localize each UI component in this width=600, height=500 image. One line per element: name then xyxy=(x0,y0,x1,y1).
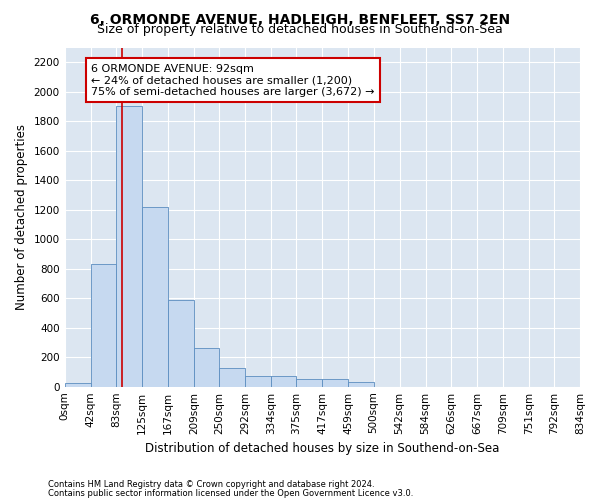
Bar xyxy=(322,378,348,386)
Text: Contains public sector information licensed under the Open Government Licence v3: Contains public sector information licen… xyxy=(48,489,413,498)
X-axis label: Distribution of detached houses by size in Southend-on-Sea: Distribution of detached houses by size … xyxy=(145,442,500,455)
Text: Size of property relative to detached houses in Southend-on-Sea: Size of property relative to detached ho… xyxy=(97,22,503,36)
Y-axis label: Number of detached properties: Number of detached properties xyxy=(15,124,28,310)
Bar xyxy=(168,300,194,386)
Bar xyxy=(116,106,142,386)
Bar xyxy=(194,348,219,387)
Text: Contains HM Land Registry data © Crown copyright and database right 2024.: Contains HM Land Registry data © Crown c… xyxy=(48,480,374,489)
Bar xyxy=(348,382,374,386)
Bar xyxy=(91,264,116,386)
Bar xyxy=(245,376,271,386)
Text: 6, ORMONDE AVENUE, HADLEIGH, BENFLEET, SS7 2EN: 6, ORMONDE AVENUE, HADLEIGH, BENFLEET, S… xyxy=(90,12,510,26)
Text: 6 ORMONDE AVENUE: 92sqm
← 24% of detached houses are smaller (1,200)
75% of semi: 6 ORMONDE AVENUE: 92sqm ← 24% of detache… xyxy=(91,64,375,97)
Bar xyxy=(142,207,168,386)
Bar xyxy=(219,368,245,386)
Bar xyxy=(296,378,322,386)
Title: 6, ORMONDE AVENUE, HADLEIGH, BENFLEET, SS7 2EN
Size of property relative to deta: 6, ORMONDE AVENUE, HADLEIGH, BENFLEET, S… xyxy=(0,499,1,500)
Bar xyxy=(65,383,91,386)
Bar xyxy=(271,376,296,386)
